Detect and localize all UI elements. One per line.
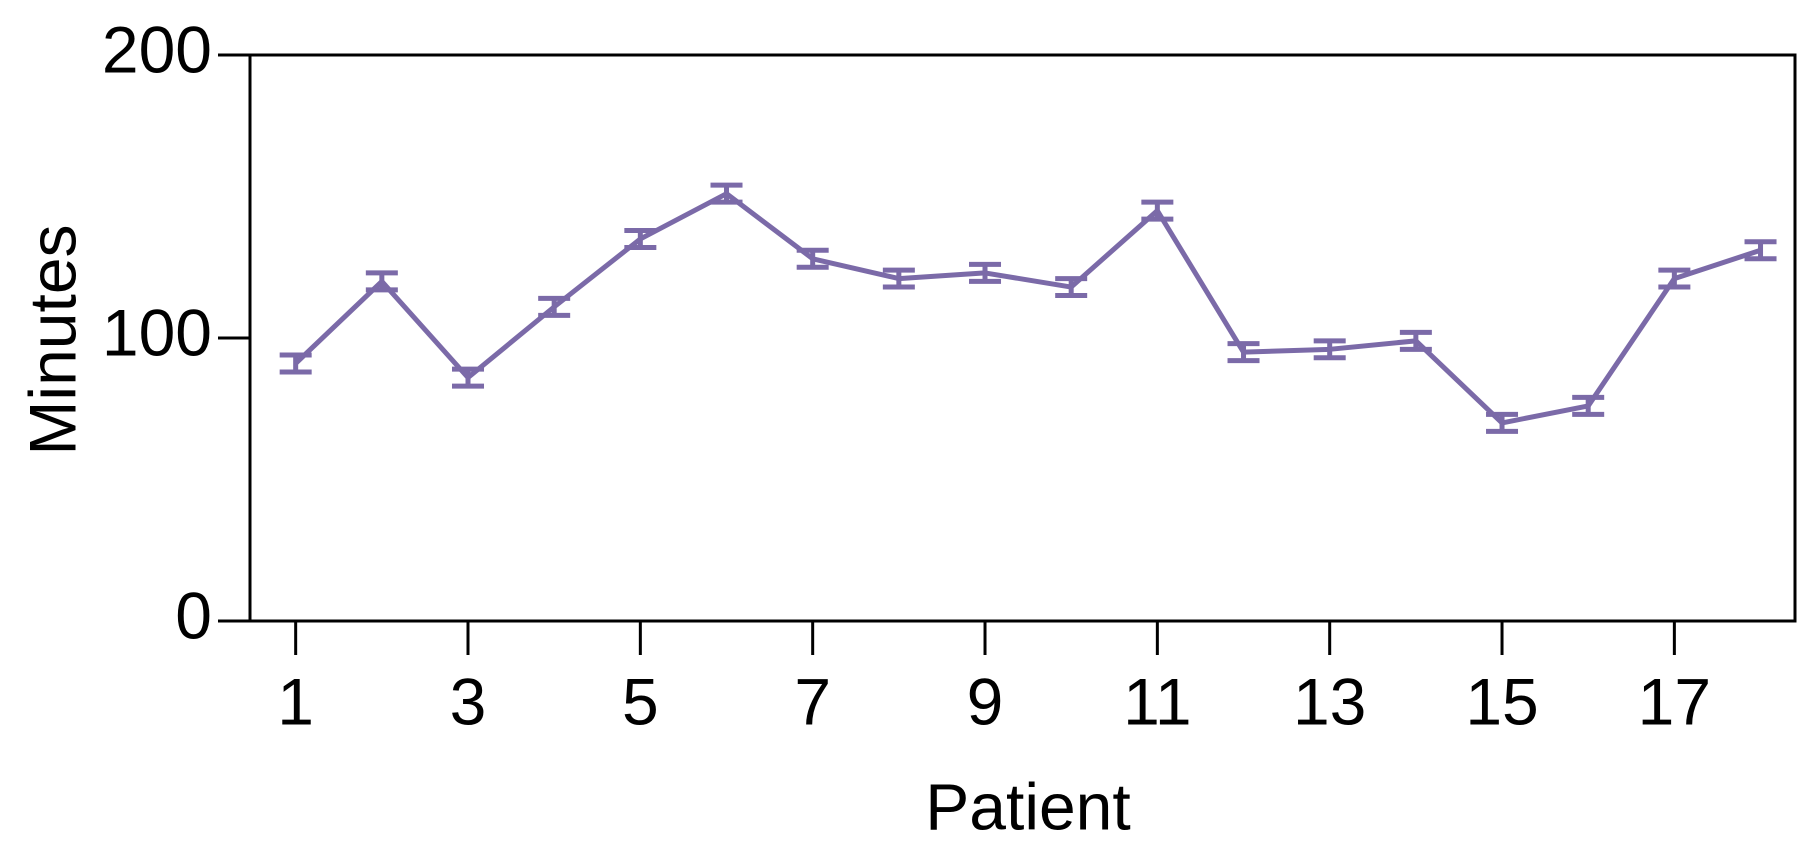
x-tick-label: 15 — [1465, 664, 1538, 738]
x-tick-label: 13 — [1293, 664, 1366, 738]
y-tick-label: 0 — [175, 578, 212, 652]
error-bar — [1744, 239, 1777, 262]
error-bar — [1486, 411, 1519, 434]
error-bar — [365, 270, 398, 293]
error-bar — [1055, 276, 1088, 299]
x-tick-label: 11 — [1123, 664, 1192, 738]
error-bar — [1227, 341, 1260, 364]
error-bar — [538, 295, 571, 318]
x-tick-label: 17 — [1638, 664, 1711, 738]
plot-frame — [248, 53, 1797, 623]
x-axis-label: Patient — [925, 769, 1130, 843]
error-bar — [1141, 199, 1174, 222]
error-bar — [1572, 394, 1605, 417]
error-bar — [1399, 329, 1432, 352]
x-tick-label: 1 — [277, 664, 314, 738]
error-bar — [969, 261, 1002, 284]
error-bar — [1313, 338, 1346, 361]
x-tick-label: 9 — [967, 664, 1004, 738]
y-tick-label: 200 — [102, 12, 212, 86]
error-bar — [796, 247, 829, 270]
y-tick-label: 100 — [102, 295, 212, 369]
error-bar — [279, 352, 312, 375]
data-line — [293, 191, 1762, 426]
x-tick-label: 3 — [450, 664, 487, 738]
x-tick-label: 7 — [794, 664, 831, 738]
y-axis-label: Minutes — [15, 224, 89, 455]
x-tick-label: 5 — [622, 664, 659, 738]
error-bar — [710, 182, 743, 205]
error-bar — [452, 366, 485, 389]
error-bar — [882, 267, 915, 290]
error-bar — [624, 227, 657, 250]
error-bar — [1658, 267, 1691, 290]
